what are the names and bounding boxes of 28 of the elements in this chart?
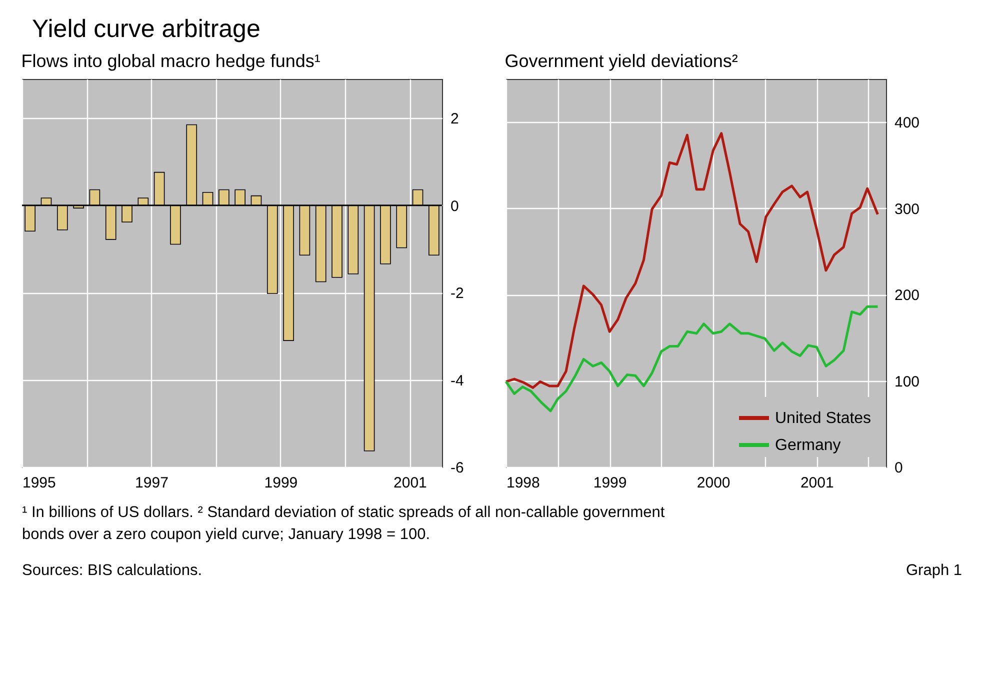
chart-title: Government yield deviations² [504,51,738,71]
text: ¹ In billions of US dollars. ² Standard deviation of static spreads of all non-callable government bonds over a zero coupon yield curve; January 1998 = 100. [22,504,666,543]
legend-label: Germany [775,437,841,454]
source-note: Sources: BIS calculations. [22,562,202,579]
y-tick-label: 100 [894,373,920,390]
chart-title: Flows into global macro hedge funds¹ [21,51,320,71]
x-tick-label: 2001 [800,474,834,492]
y-tick-label: -4 [450,372,464,390]
text: Yield curve arbitrage [32,15,260,43]
x-tick-label: 2001 [394,474,427,492]
line-series [504,132,879,389]
x-tick-label: 1999 [264,474,298,492]
line-series [504,305,879,412]
x-tick-label: 1998 [506,474,540,492]
x-tick-label: 1999 [593,474,627,492]
y-tick-label: -6 [450,460,464,476]
y-tick-label: 2 [450,110,459,128]
y-tick-label: 0 [450,198,459,215]
y-tick-label: 200 [894,287,920,304]
legend-label: United States [775,410,872,427]
x-tick-label: 2000 [696,474,730,492]
y-tick-label: 0 [894,460,903,476]
caption: Graph 1 [906,562,962,579]
y-tick-label: 300 [894,200,920,218]
x-tick-label: 1995 [22,474,56,492]
y-tick-label: 400 [894,114,920,132]
x-tick-label: 1997 [135,474,168,492]
y-tick-label: -2 [450,285,464,302]
